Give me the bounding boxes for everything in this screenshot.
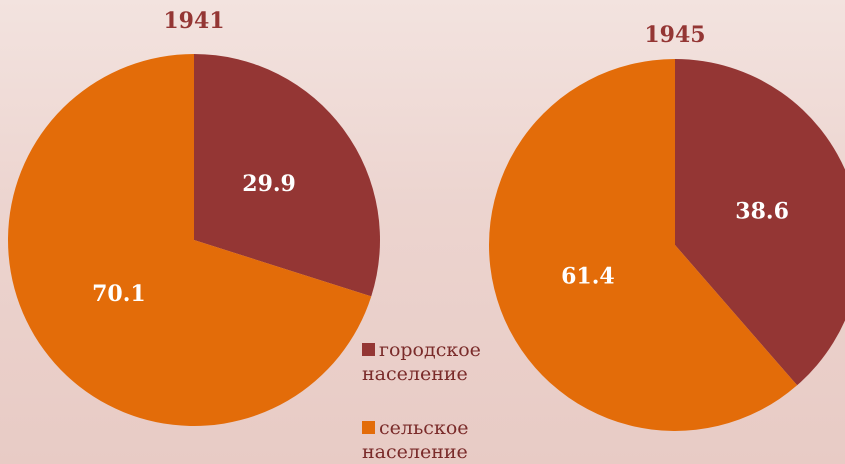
data-label: 61.4 [561,264,615,290]
data-label: 29.9 [242,171,296,197]
pie-slice [194,54,380,297]
legend-swatch [362,421,375,434]
legend-item: городское население [362,338,522,386]
pie-slice [7,53,372,426]
chart-title: 1945 [644,22,705,48]
legend-label: городское население [362,339,481,385]
legend-label: сельское население [362,417,469,463]
legend-swatch [362,343,375,356]
pie-slice [488,59,798,431]
data-label: 70.1 [92,281,146,307]
data-label: 38.6 [735,198,789,224]
legend-item: сельское население [362,416,522,464]
pie-slice [675,59,845,386]
chart-title: 1941 [163,8,224,34]
